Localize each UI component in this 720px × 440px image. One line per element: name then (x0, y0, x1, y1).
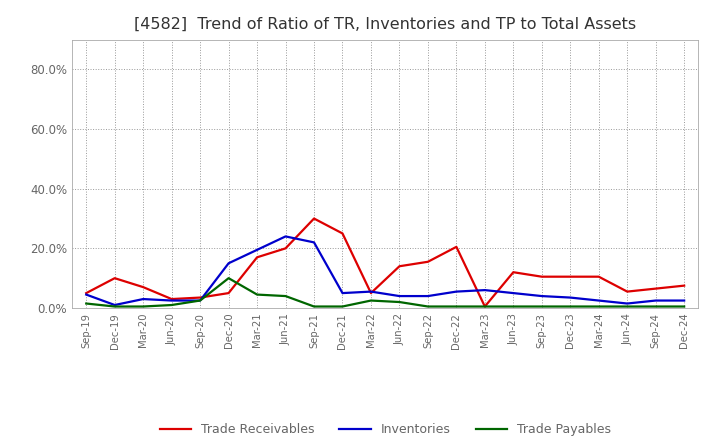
Inventories (366, 289, 375, 294)
Inventories (167, 298, 176, 303)
Inventories (225, 260, 233, 266)
Title: [4582]  Trend of Ratio of TR, Inventories and TP to Total Assets: [4582] Trend of Ratio of TR, Inventories… (134, 16, 636, 32)
Trade Payables (480, 304, 489, 309)
Inventories (452, 289, 461, 294)
Trade Receivables (480, 304, 489, 309)
Trade Payables (680, 304, 688, 309)
Trade Payables (225, 275, 233, 281)
Legend: Trade Receivables, Inventories, Trade Payables: Trade Receivables, Inventories, Trade Pa… (155, 418, 616, 440)
Trade Payables (310, 304, 318, 309)
Trade Receivables (167, 297, 176, 302)
Inventories (623, 301, 631, 306)
Inventories (282, 234, 290, 239)
Inventories (480, 287, 489, 293)
Trade Receivables (680, 283, 688, 288)
Trade Payables (623, 304, 631, 309)
Trade Receivables (623, 289, 631, 294)
Trade Receivables (566, 274, 575, 279)
Trade Payables (110, 304, 119, 309)
Trade Receivables (310, 216, 318, 221)
Trade Payables (167, 302, 176, 308)
Trade Receivables (452, 244, 461, 249)
Line: Trade Payables: Trade Payables (86, 278, 684, 307)
Trade Receivables (225, 290, 233, 296)
Trade Receivables (82, 290, 91, 296)
Trade Payables (139, 304, 148, 309)
Trade Payables (196, 298, 204, 303)
Inventories (680, 298, 688, 303)
Trade Receivables (196, 295, 204, 300)
Inventories (509, 290, 518, 296)
Inventories (253, 247, 261, 253)
Trade Payables (282, 293, 290, 299)
Inventories (82, 292, 91, 297)
Inventories (566, 295, 575, 300)
Trade Payables (595, 304, 603, 309)
Inventories (423, 293, 432, 299)
Inventories (310, 240, 318, 245)
Trade Receivables (423, 259, 432, 264)
Inventories (395, 293, 404, 299)
Trade Payables (537, 304, 546, 309)
Trade Payables (82, 301, 91, 306)
Trade Payables (652, 304, 660, 309)
Inventories (595, 298, 603, 303)
Trade Receivables (509, 270, 518, 275)
Trade Payables (452, 304, 461, 309)
Trade Receivables (652, 286, 660, 291)
Trade Receivables (139, 285, 148, 290)
Trade Payables (395, 299, 404, 304)
Inventories (537, 293, 546, 299)
Trade Receivables (338, 231, 347, 236)
Trade Receivables (366, 290, 375, 296)
Line: Trade Receivables: Trade Receivables (86, 219, 684, 307)
Trade Payables (366, 298, 375, 303)
Inventories (652, 298, 660, 303)
Trade Receivables (282, 246, 290, 251)
Inventories (110, 302, 119, 308)
Trade Payables (253, 292, 261, 297)
Trade Payables (509, 304, 518, 309)
Trade Receivables (595, 274, 603, 279)
Line: Inventories: Inventories (86, 236, 684, 305)
Inventories (196, 298, 204, 303)
Inventories (139, 297, 148, 302)
Trade Receivables (110, 275, 119, 281)
Trade Receivables (395, 264, 404, 269)
Trade Payables (423, 304, 432, 309)
Trade Receivables (253, 255, 261, 260)
Trade Receivables (537, 274, 546, 279)
Trade Payables (338, 304, 347, 309)
Inventories (338, 290, 347, 296)
Trade Payables (566, 304, 575, 309)
